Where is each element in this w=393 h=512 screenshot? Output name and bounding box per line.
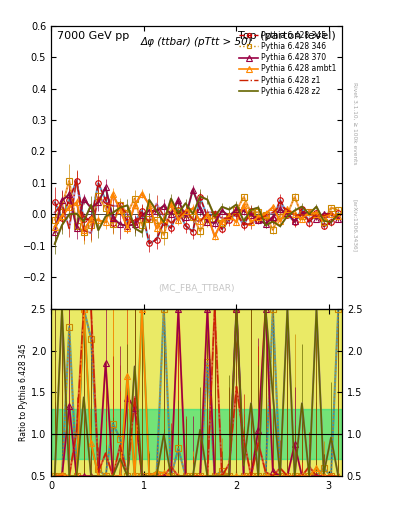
- Text: (MC_FBA_TTBAR): (MC_FBA_TTBAR): [158, 283, 235, 292]
- Text: Δφ (ttbar) (pTtt > 50): Δφ (ttbar) (pTtt > 50): [141, 37, 252, 47]
- Text: 7000 GeV pp: 7000 GeV pp: [57, 31, 129, 41]
- Text: Top (parton level): Top (parton level): [238, 31, 336, 41]
- Y-axis label: Ratio to Pythia 6.428 345: Ratio to Pythia 6.428 345: [19, 344, 28, 441]
- Legend: Pythia 6.428 345, Pythia 6.428 346, Pythia 6.428 370, Pythia 6.428 ambt1, Pythia: Pythia 6.428 345, Pythia 6.428 346, Pyth…: [237, 29, 338, 97]
- Text: Rivet 3.1.10, ≥ 100k events: Rivet 3.1.10, ≥ 100k events: [352, 81, 357, 164]
- Text: [arXiv:1306.3436]: [arXiv:1306.3436]: [352, 199, 357, 252]
